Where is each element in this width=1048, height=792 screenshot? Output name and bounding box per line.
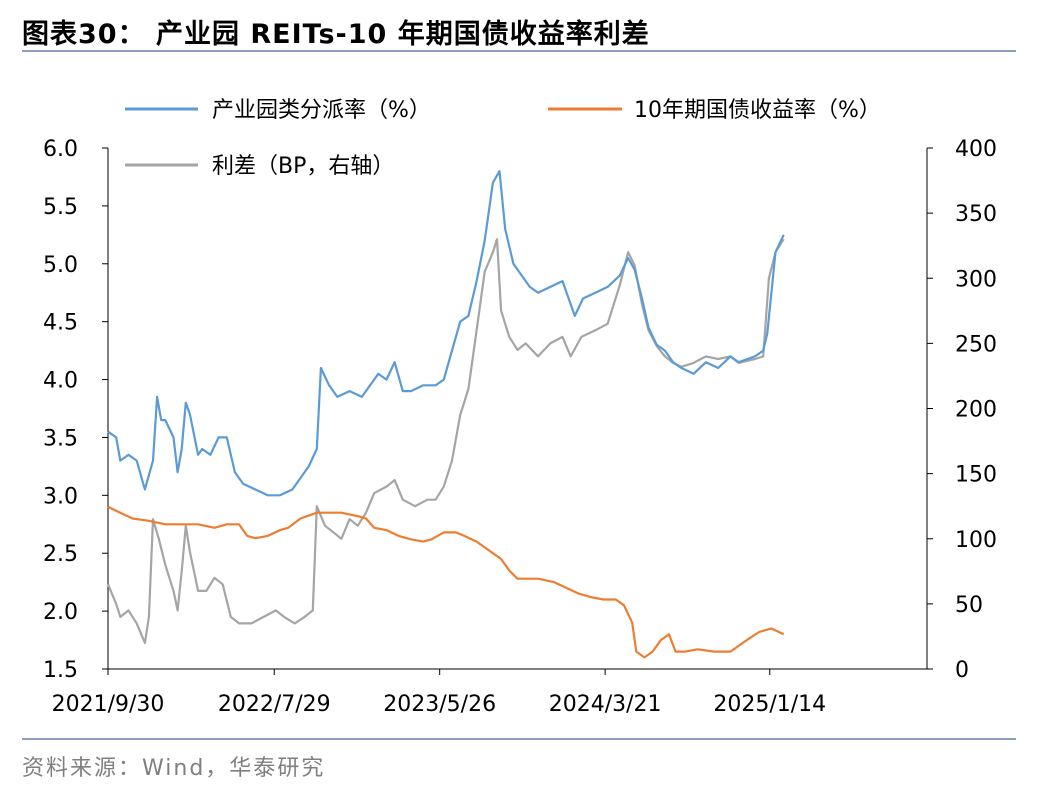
x-tick-label: 2024/3/21 [549, 692, 662, 717]
x-tick-label: 2021/9/30 [52, 692, 165, 717]
series-line-1 [107, 505, 785, 659]
y-left-tick-label: 4.5 [43, 311, 78, 336]
x-tick-label: 2025/1/14 [713, 692, 826, 717]
y-right-tick-label: 200 [955, 398, 997, 423]
x-tick-label: 2022/7/29 [218, 692, 331, 717]
y-right-tick-label: 100 [955, 528, 997, 553]
source-note: 资料来源：Wind，华泰研究 [22, 756, 326, 781]
y-left-tick-label: 5.5 [43, 195, 78, 220]
y-right-tick-label: 0 [955, 658, 969, 683]
y-left-tick-label: 4.0 [43, 369, 78, 394]
y-left-tick-label: 2.0 [43, 600, 78, 625]
y-left-tick-label: 6.0 [43, 137, 78, 162]
y-left-tick-label: 3.5 [43, 426, 78, 451]
y-left-tick-label: 1.5 [43, 658, 78, 683]
y-left-tick-label: 2.5 [43, 542, 78, 567]
y-right-tick-label: 250 [955, 332, 997, 357]
y-left-tick-label: 5.0 [43, 253, 78, 278]
title-divider [22, 50, 1016, 52]
y-left-tick-label: 3.0 [43, 484, 78, 509]
legend-label-0: 产业园类分派率（%） [212, 98, 431, 123]
series-line-0 [107, 170, 785, 497]
page-title: 图表30： 产业园 REITs-10 年期国债收益率利差 [22, 19, 650, 50]
x-tick-label: 2023/5/26 [383, 692, 496, 717]
y-right-tick-label: 350 [955, 202, 997, 227]
series-line-2 [106, 238, 785, 645]
legend-label-2: 利差（BP，右轴） [212, 154, 394, 179]
y-right-tick-label: 150 [955, 463, 997, 488]
y-right-tick-label: 400 [955, 137, 997, 162]
y-right-tick-label: 50 [955, 593, 983, 618]
y-right-tick-label: 300 [955, 267, 997, 292]
legend-label-1: 10年期国债收益率（%） [634, 98, 881, 123]
footer-divider [22, 738, 1016, 740]
